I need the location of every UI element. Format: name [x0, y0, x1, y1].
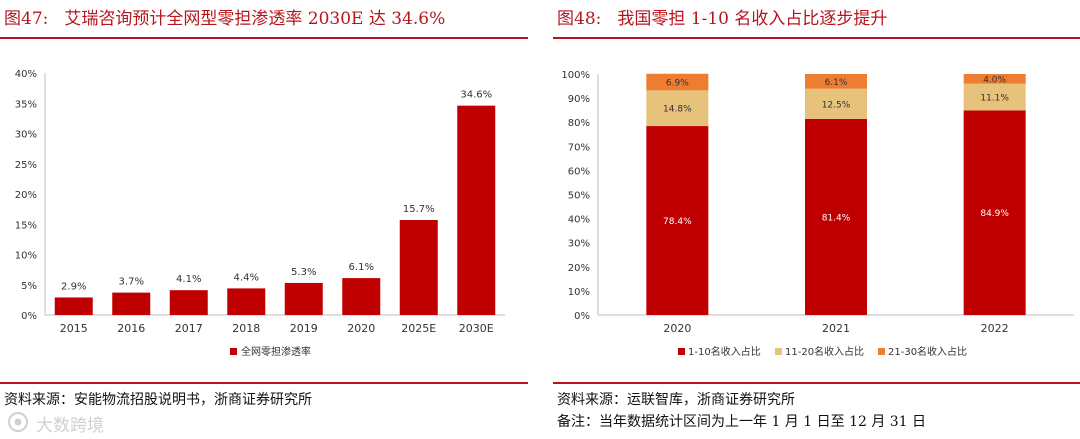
y-tick-label: 30%	[15, 130, 37, 141]
figure-48-title: 图48: 我国零担 1-10 名收入占比逐步提升	[557, 6, 887, 32]
revenue-share-stacked-chart: 0% 10% 20% 30% 40% 50% 60% 70% 80% 90% 100% 78.4% 14…	[561, 70, 1074, 358]
figure-47-number: 图47:	[4, 9, 49, 29]
bar	[112, 292, 151, 315]
stacked-bar-segment	[963, 74, 1026, 84]
legend-label: 21-30名收入占比	[888, 345, 967, 358]
data-label: 6.9%	[666, 79, 689, 89]
x-tick-label: 2020	[347, 322, 375, 335]
x-tick-label: 2030E	[459, 322, 494, 335]
data-label: 34.6%	[460, 90, 492, 101]
source-rule	[0, 382, 528, 384]
y-tick-label: 20%	[15, 190, 37, 201]
figure-48-number: 图48:	[557, 9, 602, 29]
y-tick-label: 40%	[15, 69, 37, 80]
y-tick-label: 100%	[561, 70, 590, 81]
figure-48-note: 备注：当年数据统计区间为上一年 1 月 1 日至 12 月 31 日	[557, 414, 927, 430]
x-tick-label: 2015	[60, 322, 88, 335]
legend-label: 11-20名收入占比	[785, 345, 864, 358]
y-tick-label: 15%	[15, 220, 37, 231]
x-tick-label: 2025E	[401, 322, 436, 335]
legend-swatch	[775, 348, 782, 355]
x-tick-label: 2021	[822, 322, 850, 335]
data-label: 6.1%	[825, 78, 848, 88]
data-label: 4.1%	[176, 274, 201, 285]
y-tick-label: 50%	[568, 191, 590, 202]
legend-swatch	[878, 348, 885, 355]
legend-swatch	[230, 348, 237, 355]
x-tick-label: 2017	[175, 322, 203, 335]
source-rule	[553, 382, 1080, 384]
data-label: 15.7%	[403, 204, 435, 215]
stacked-bar-segment	[805, 88, 867, 119]
data-label: 5.3%	[291, 267, 316, 278]
data-label: 11.1%	[980, 94, 1009, 104]
legend-swatch	[678, 348, 685, 355]
stacked-bar-segment	[646, 126, 709, 315]
data-label: 14.8%	[663, 105, 692, 115]
title-rule	[0, 37, 528, 39]
y-tick-label: 40%	[568, 215, 590, 226]
data-label: 4.4%	[234, 272, 259, 283]
y-tick-label: 25%	[15, 160, 37, 171]
y-tick-label: 0%	[21, 311, 37, 322]
y-tick-label: 0%	[574, 311, 590, 322]
legend-label: 1-10名收入占比	[688, 345, 761, 358]
stacked-bar-segment	[963, 110, 1026, 316]
data-label: 81.4%	[822, 213, 851, 223]
figure-47-source: 资料来源：安能物流招股说明书，浙商证券研究所	[4, 392, 312, 408]
y-tick-label: 20%	[568, 263, 590, 274]
data-label: 78.4%	[663, 217, 692, 227]
stacked-bar-segment	[963, 83, 1026, 111]
figure-48-panel: 图48: 我国零担 1-10 名收入占比逐步提升 0% 10% 20% 30% 40% 50…	[553, 0, 1080, 439]
y-tick-label: 5%	[21, 281, 37, 292]
bar	[54, 297, 93, 315]
penetration-bar-chart: 0% 5% 10% 15% 20% 25% 30% 35% 40% 2.9% 2015 3.7% 201…	[15, 69, 505, 358]
watermark-logo-icon	[8, 412, 28, 432]
bar	[457, 105, 496, 315]
x-tick-label: 2020	[663, 322, 691, 335]
y-tick-label: 10%	[568, 287, 590, 298]
data-label: 2.9%	[61, 281, 86, 292]
y-tick-label: 70%	[568, 142, 590, 153]
data-label: 84.9%	[980, 209, 1009, 219]
y-tick-label: 10%	[15, 251, 37, 262]
figure-47-panel: 图47: 艾瑞咨询预计全网型零担渗透率 2030E 达 34.6% 0% 5% 10%…	[0, 0, 528, 439]
x-tick-label: 2018	[232, 322, 260, 335]
figure-47-caption: 艾瑞咨询预计全网型零担渗透率 2030E 达 34.6%	[64, 9, 446, 29]
data-label: 3.7%	[119, 277, 144, 288]
watermark-text: 大数跨境	[36, 416, 104, 436]
data-label: 4.0%	[983, 75, 1006, 85]
y-tick-label: 35%	[15, 99, 37, 110]
watermark: 大数跨境	[6, 410, 156, 436]
legend-label: 全网零担渗透率	[241, 345, 311, 358]
figure-48-source: 资料来源：运联智库，浙商证券研究所	[557, 392, 795, 408]
figure-48-caption: 我国零担 1-10 名收入占比逐步提升	[617, 9, 888, 29]
figure-47-title: 图47: 艾瑞咨询预计全网型零担渗透率 2030E 达 34.6%	[4, 6, 445, 32]
x-tick-label: 2022	[981, 322, 1009, 335]
data-label: 12.5%	[822, 100, 851, 110]
y-tick-label: 60%	[568, 166, 590, 177]
bar	[169, 290, 208, 315]
stacked-bar-segment	[805, 74, 867, 89]
x-tick-label: 2019	[290, 322, 318, 335]
bar	[342, 278, 381, 315]
bar	[399, 220, 438, 315]
stacked-bar-segment	[646, 73, 709, 91]
stacked-bar-segment	[646, 90, 709, 127]
bar	[284, 282, 323, 315]
y-tick-label: 80%	[568, 118, 590, 129]
y-tick-label: 90%	[568, 94, 590, 105]
data-label: 6.1%	[349, 262, 374, 273]
title-rule	[553, 37, 1080, 39]
bar	[227, 288, 266, 315]
y-tick-label: 30%	[568, 239, 590, 250]
x-tick-label: 2016	[117, 322, 145, 335]
stacked-bar-segment	[805, 118, 867, 316]
